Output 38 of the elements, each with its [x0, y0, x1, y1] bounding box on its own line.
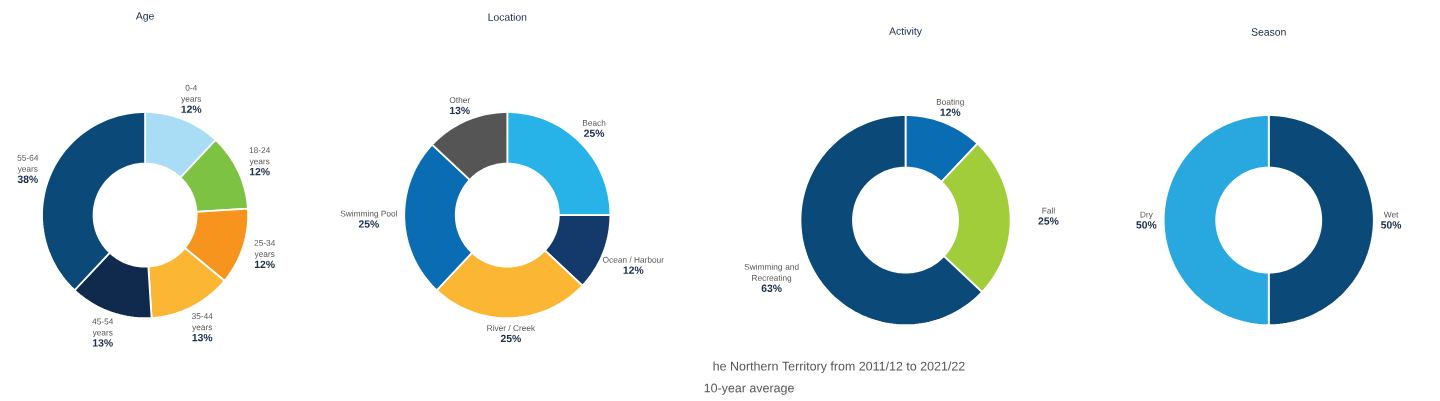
data-label: 38% — [17, 175, 38, 183]
slice-label: 45-54 years — [92, 318, 114, 338]
slice-label: Fall — [1042, 207, 1055, 214]
data-label: 12% — [623, 266, 644, 274]
slice-label: River / Creek — [487, 324, 536, 332]
slice-label: Other — [449, 96, 470, 104]
data-label: 12% — [940, 108, 961, 116]
slice-label: 18-24 years — [249, 147, 271, 166]
chart-title: Season — [1251, 28, 1286, 36]
data-label: 63% — [761, 284, 782, 292]
slice-label: 25-34 years — [254, 239, 276, 259]
text: 10-year average — [704, 383, 794, 395]
data-label: 13% — [450, 106, 470, 115]
data-label: 13% — [93, 339, 113, 347]
slice-label: Swimming Pool — [340, 210, 397, 219]
data-label: 25% — [1038, 217, 1059, 225]
slice-label: 0-4 years — [181, 84, 202, 104]
slice-label: Swimming and Recreating — [744, 263, 799, 283]
data-label: 25% — [584, 129, 605, 137]
chart-title: Activity — [889, 27, 922, 37]
slice-label: Dry — [1140, 211, 1153, 220]
data-label: 25% — [358, 220, 379, 228]
data-label: 13% — [192, 333, 213, 342]
slice-label: Boating — [936, 98, 964, 107]
data-label: 12% — [254, 260, 275, 269]
text: he Northern Territory from 2011/12 to 2021/22 — [713, 361, 965, 374]
slice-label: 55-64 years — [17, 154, 39, 174]
data-label: 50% — [1381, 221, 1402, 229]
slice-label: 35-44 years — [191, 313, 213, 332]
slice-label: Wet — [1383, 211, 1399, 218]
data-label: 12% — [249, 167, 270, 176]
data-label: 50% — [1136, 221, 1157, 229]
data-label: 12% — [181, 105, 202, 113]
data-label: 25% — [500, 334, 521, 343]
slice-label: Beach — [582, 119, 606, 126]
chart-title: Location — [488, 13, 527, 21]
chart-title: Age — [135, 12, 154, 22]
slice-label: Ocean / Harbour — [602, 256, 664, 263]
